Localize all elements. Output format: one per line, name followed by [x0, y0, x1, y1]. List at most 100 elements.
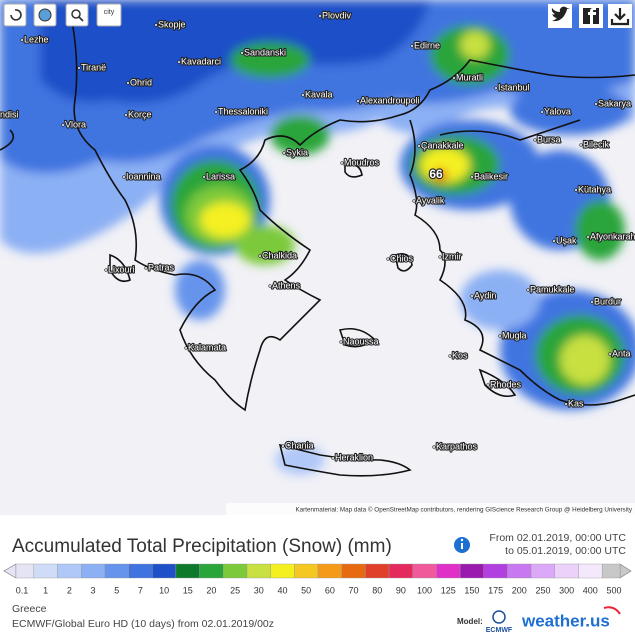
city-label: Çanakkale: [421, 140, 464, 150]
region: Greece: [12, 603, 47, 615]
city-dot: [214, 110, 218, 114]
city-dot: [318, 14, 322, 18]
city-dot: [124, 113, 128, 117]
city-label: Ayvalik: [416, 195, 445, 205]
legend-tick-label: 300: [559, 585, 574, 595]
refresh-icon: [10, 9, 22, 21]
legend-tick-label: 70: [349, 585, 359, 595]
refresh-button[interactable]: [3, 3, 27, 27]
legend-swatch: [246, 563, 271, 579]
city-label: Vlora: [65, 119, 86, 129]
attribution: Kartenmaterial: Map data © OpenStreetMap…: [295, 506, 632, 514]
legend-swatch: [33, 563, 58, 579]
title: Accumulated Total Precipitation (Snow) (…: [12, 536, 392, 557]
city-dot: [417, 144, 421, 148]
city-labels: Lezhe Skopje Plovdiv Tiranë Sandanski Edirne K…: [0, 9, 635, 463]
legend-tick-label: 150: [464, 585, 479, 595]
legend-swatch: [483, 563, 508, 579]
city-dot: [590, 300, 594, 304]
city-dot: [486, 383, 490, 387]
city-label: Kas: [568, 398, 584, 408]
city-label: Tiranë: [81, 62, 106, 72]
model-label: Model:: [457, 617, 483, 626]
info-icon-dot: [460, 538, 464, 542]
city-label: Balikesir: [474, 171, 508, 181]
legend-swatch: [294, 563, 319, 579]
model-name: ECMWF: [486, 627, 513, 634]
legend-swatch: [223, 563, 248, 579]
zoom-icon: [71, 9, 81, 19]
city-label: Lezhe: [24, 34, 49, 44]
city-label: Moudros: [344, 157, 380, 167]
city-dot: [339, 340, 343, 344]
city-dot: [438, 255, 442, 259]
city-dot: [564, 402, 568, 406]
city-dot: [498, 334, 502, 338]
city-dot: [470, 175, 474, 179]
city-button[interactable]: [96, 3, 122, 27]
city-label: Alexandroupoli: [360, 95, 420, 105]
zoom-button[interactable]: [65, 3, 89, 27]
city-label: Rhodes: [490, 379, 522, 389]
city-dot: [386, 257, 390, 261]
city-dot: [594, 102, 598, 106]
city-dot: [126, 81, 130, 85]
city-dot: [540, 110, 544, 114]
legend-swatch: [365, 563, 390, 579]
city-label: Karpathos: [436, 441, 478, 451]
toolbar: city: [3, 3, 632, 28]
facebook-icon-f: [588, 8, 596, 24]
map[interactable]: Lezhe Skopje Plovdiv Tiranë Sandanski Edirne K…: [0, 0, 635, 515]
city-label: Istanbul: [498, 82, 530, 92]
legend-tick-label: 25: [230, 585, 240, 595]
city-dot: [301, 93, 305, 97]
city-dot: [340, 161, 344, 165]
city-label: Ioannina: [126, 171, 161, 181]
legend-swatch: [412, 563, 437, 579]
city-dot: [526, 288, 530, 292]
legend-arrow-right: [619, 563, 632, 579]
city-label: Aydin: [474, 290, 496, 300]
brand-swoosh: [603, 606, 621, 615]
model-run: ECMWF/Global Euro HD (10 days) from 02.0…: [12, 618, 274, 630]
city-label: Bursa: [537, 134, 561, 144]
legend-tick-label: 100: [417, 585, 432, 595]
city-dot: [552, 239, 556, 243]
legend-tick-label: 0.1: [16, 585, 29, 595]
city-label: Athens: [272, 280, 301, 290]
city-dot: [202, 175, 206, 179]
city-dot: [144, 266, 148, 270]
city-label: Chania: [285, 440, 314, 450]
city-dot: [104, 268, 108, 272]
city-label: Ohrid: [130, 77, 152, 87]
legend-swatch: [530, 563, 555, 579]
legend-swatch: [388, 563, 413, 579]
city-dot: [122, 175, 126, 179]
legend-swatch: [341, 563, 366, 579]
legend-tick-label: 7: [138, 585, 143, 595]
period-from: From 02.01.2019, 00:00 UTC: [489, 532, 626, 544]
brand: weather.us: [521, 611, 610, 630]
legend-swatch: [57, 563, 82, 579]
legend-swatch: [128, 563, 153, 579]
city-dot: [177, 60, 181, 64]
city-label: ndisi: [0, 109, 19, 119]
legend-swatch: [601, 563, 621, 579]
city-dot: [154, 23, 158, 27]
city-label: Chalkida: [262, 250, 297, 260]
legend-swatch: [507, 563, 532, 579]
city-dot: [356, 99, 360, 103]
legend-tick-label: 200: [512, 585, 527, 595]
city-dot: [574, 188, 578, 192]
city-button-label: city: [104, 9, 115, 16]
download-icon: [610, 8, 630, 26]
legend-swatch: [554, 563, 579, 579]
legend-tick-label: 5: [114, 585, 119, 595]
footer: Greece ECMWF/Global Euro HD (10 days) fr…: [12, 603, 621, 634]
city-dot: [452, 76, 456, 80]
city-dot: [268, 284, 272, 288]
legend-swatch: [578, 563, 603, 579]
ecmwf-logo: [492, 610, 506, 624]
city-label: Skopje: [158, 19, 186, 29]
